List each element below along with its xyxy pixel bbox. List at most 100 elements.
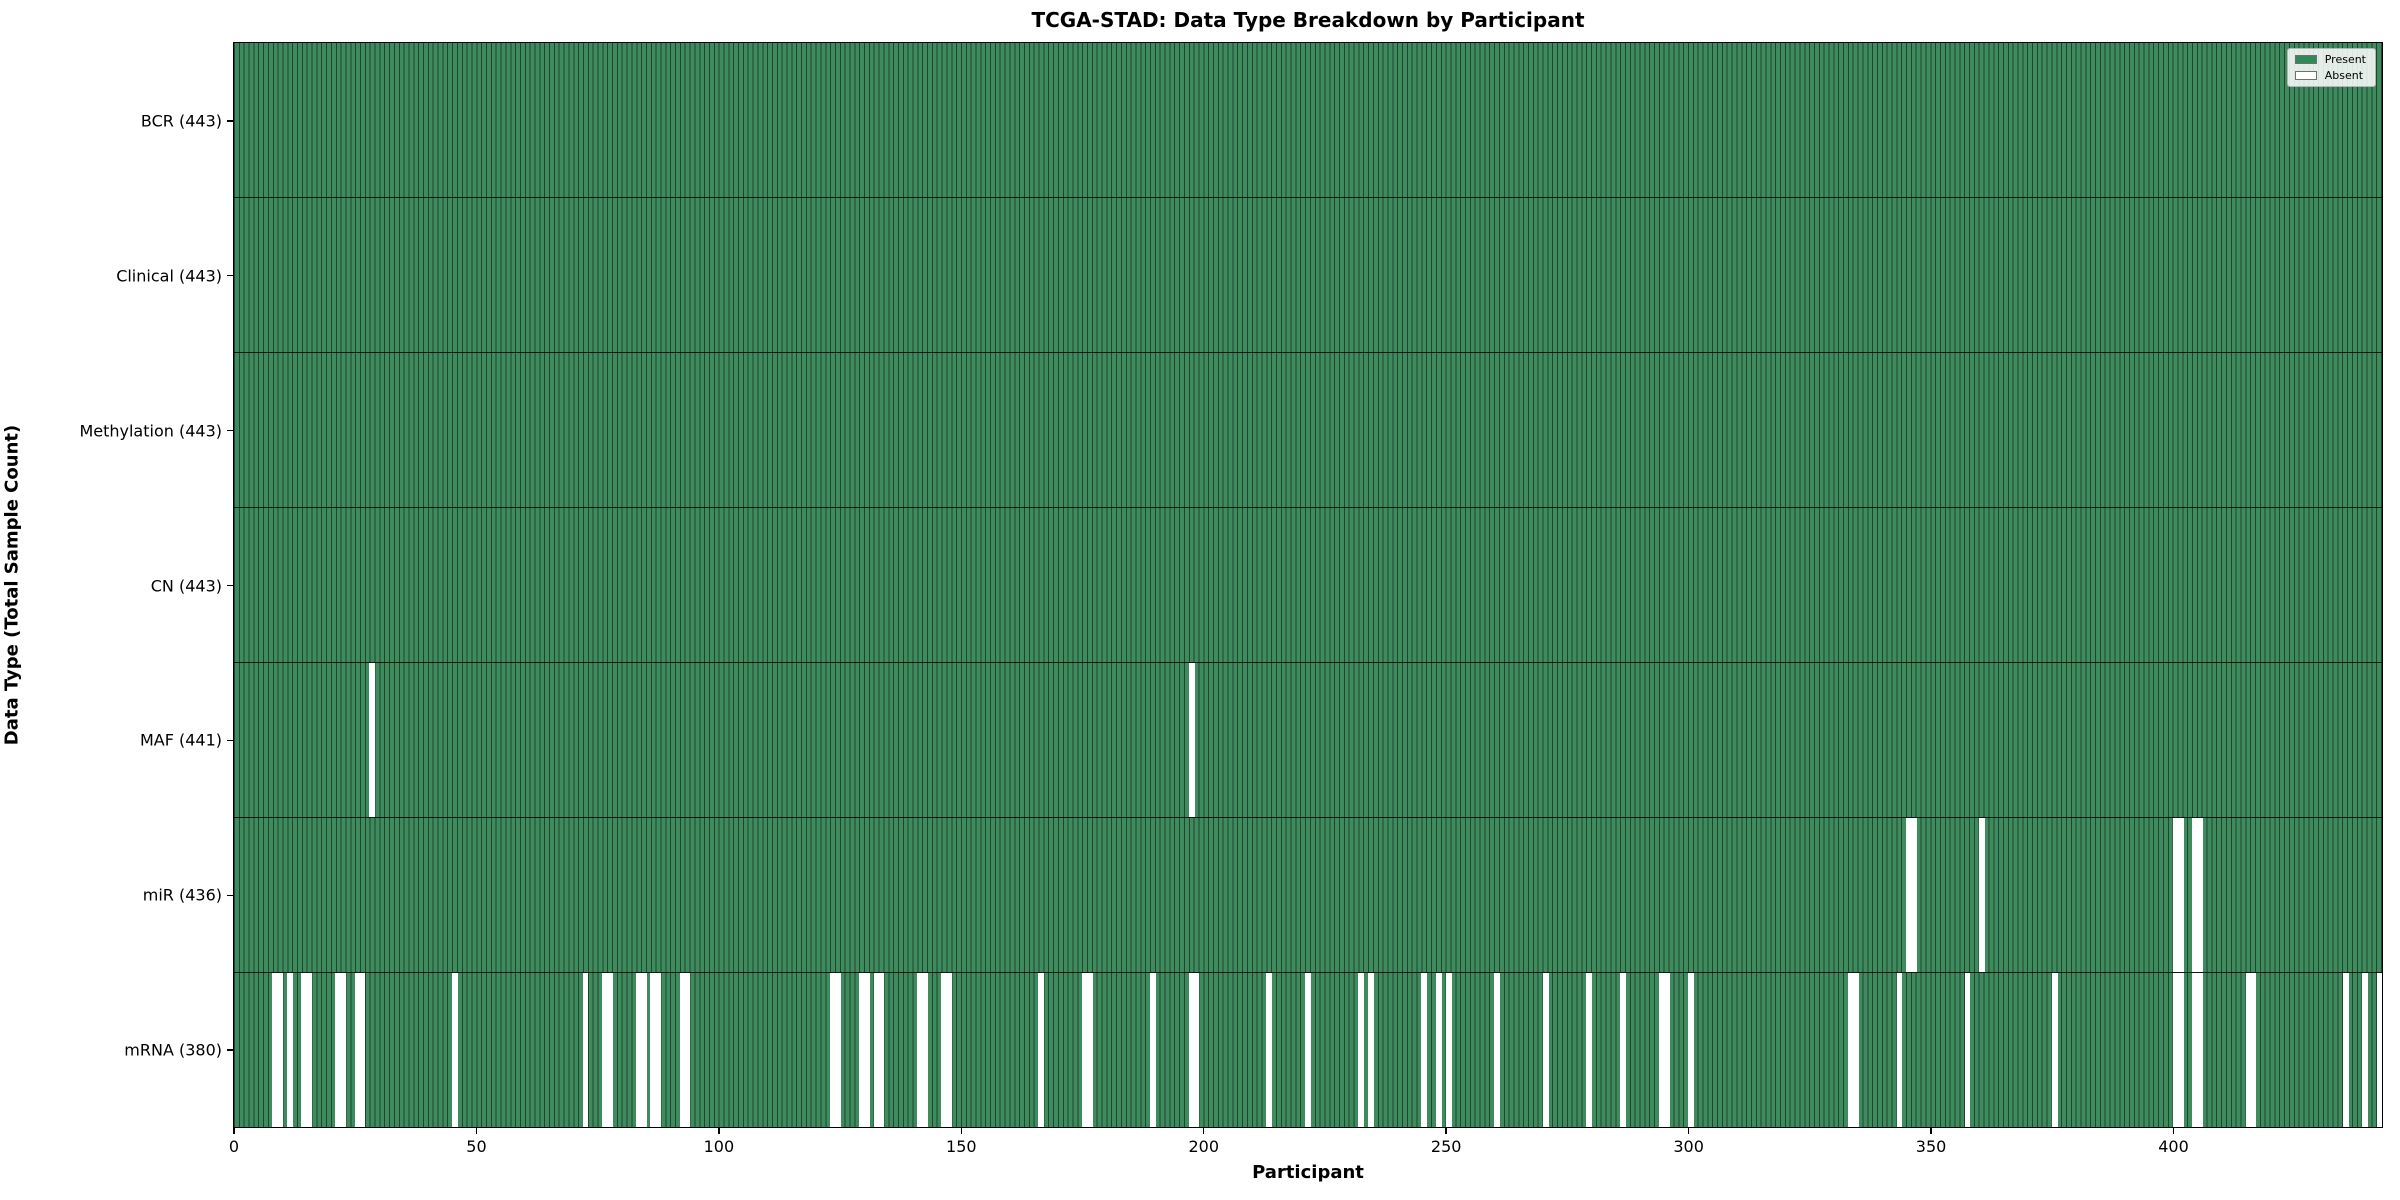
absent-cell xyxy=(335,973,342,1127)
absent-cell xyxy=(451,973,458,1127)
absent-cell xyxy=(1663,973,1670,1127)
absent-cell xyxy=(1305,973,1311,1127)
x-tick-label-400: 400 xyxy=(2158,1137,2189,1156)
absent-cell xyxy=(941,973,948,1127)
absent-cell xyxy=(946,973,953,1127)
x-tick-mark xyxy=(1203,1128,1205,1134)
absent-cell xyxy=(359,973,366,1127)
legend: Present Absent xyxy=(2286,48,2376,87)
absent-cell xyxy=(655,973,662,1127)
legend-label: Absent xyxy=(2324,69,2364,82)
heatmap-plot-area: Present Absent xyxy=(233,42,2383,1128)
legend-entry-present: Present xyxy=(2294,53,2366,66)
absent-cell xyxy=(582,973,589,1127)
absent-cell xyxy=(1188,973,1195,1127)
absent-cell xyxy=(1586,973,1593,1127)
x-tick-mark xyxy=(718,1128,720,1134)
x-tick-label-350: 350 xyxy=(1915,1137,1947,1156)
y-tick-mark xyxy=(227,894,233,896)
x-tick-mark xyxy=(960,1128,962,1134)
y-tick-label-mir: miR (436) xyxy=(142,885,222,905)
legend-entry-absent: Absent xyxy=(2294,69,2366,82)
heatmap-row-methylation xyxy=(234,353,2382,508)
absent-cell xyxy=(277,973,283,1127)
absent-cell xyxy=(2250,973,2257,1127)
absent-cell xyxy=(679,973,686,1127)
absent-cell xyxy=(635,973,642,1127)
absent-cell xyxy=(1082,973,1088,1127)
legend-label: Present xyxy=(2324,53,2366,66)
absent-cell xyxy=(917,973,924,1127)
absent-cell xyxy=(606,973,613,1127)
heatmap-row-maf xyxy=(234,663,2382,818)
absent-cell xyxy=(1688,973,1694,1127)
y-tick-mark xyxy=(227,739,233,742)
heatmap-row-mrna xyxy=(234,973,2382,1127)
absent-cell xyxy=(306,973,313,1127)
heatmap-row-cn xyxy=(234,508,2382,663)
absent-cell xyxy=(640,973,647,1127)
absent-cell xyxy=(2197,818,2204,972)
heatmap-row-clinical xyxy=(234,198,2382,353)
x-tick-label-150: 150 xyxy=(946,1137,977,1156)
absent-cell xyxy=(1086,973,1093,1127)
absent-cell xyxy=(834,973,841,1127)
absent-cell xyxy=(1906,818,1913,972)
absent-cell xyxy=(1193,973,1200,1127)
y-tick-label-cn: CN (443) xyxy=(150,576,222,595)
absent-cell xyxy=(1266,973,1273,1127)
y-axis: BCR (443) Clinical (443) Methylation (443)… xyxy=(0,44,233,1127)
absent-cell xyxy=(1421,973,1428,1127)
legend-swatch-present xyxy=(2294,55,2317,64)
absent-cell xyxy=(2173,973,2179,1127)
absent-cell xyxy=(878,973,885,1127)
x-tick-label-0: 0 xyxy=(228,1137,240,1156)
absent-cell xyxy=(650,973,657,1127)
absent-cell xyxy=(1852,973,1859,1127)
absent-cell xyxy=(272,973,279,1127)
y-tick-label-mrna: mRNA (380) xyxy=(124,1040,222,1060)
y-tick-mark xyxy=(227,120,233,122)
absent-cell xyxy=(369,663,376,817)
absent-cell xyxy=(301,973,308,1127)
x-tick-mark xyxy=(475,1128,478,1134)
absent-cell xyxy=(340,973,347,1127)
absent-cell xyxy=(2362,973,2368,1127)
y-tick-mark xyxy=(227,275,233,277)
absent-cell xyxy=(2245,973,2252,1127)
absent-cell xyxy=(1911,818,1917,972)
absent-cell xyxy=(1494,973,1501,1127)
x-tick-mark xyxy=(2172,1128,2175,1134)
absent-cell xyxy=(684,973,691,1127)
absent-cell xyxy=(2173,818,2179,972)
heatmap-row-mir xyxy=(234,818,2382,973)
x-tick-mark xyxy=(233,1128,235,1134)
x-axis: 0 50 100 150 200 250 300 350 400 xyxy=(229,1128,2381,1168)
absent-cell xyxy=(2342,973,2349,1127)
heatmap-row-bcr xyxy=(234,43,2382,198)
x-tick-label-200: 200 xyxy=(1188,1137,1220,1156)
absent-cell xyxy=(1542,973,1549,1127)
x-axis-title: Participant xyxy=(1252,1162,1364,1183)
x-tick-label-250: 250 xyxy=(1430,1137,1462,1156)
x-tick-label-50: 50 xyxy=(466,1137,487,1156)
absent-cell xyxy=(2177,818,2184,972)
absent-cell xyxy=(1038,973,1045,1127)
y-tick-label-maf: MAF (441) xyxy=(139,730,222,750)
absent-cell xyxy=(1659,973,1665,1127)
absent-cell xyxy=(1358,973,1365,1127)
absent-cell xyxy=(602,973,608,1127)
absent-cell xyxy=(1620,973,1627,1127)
y-axis-title: Data Type (Total Sample Count) xyxy=(1,424,23,746)
absent-cell xyxy=(1964,973,1971,1127)
y-tick-mark xyxy=(227,429,233,432)
absent-cell xyxy=(1848,973,1854,1127)
absent-cell xyxy=(1188,663,1195,817)
absent-cell xyxy=(873,973,880,1127)
y-tick-label-bcr: BCR (443) xyxy=(140,111,222,131)
x-tick-mark xyxy=(1687,1128,1690,1134)
absent-cell xyxy=(2192,973,2199,1127)
y-tick-label-clinical: Clinical (443) xyxy=(116,266,222,286)
absent-cell xyxy=(922,973,928,1127)
absent-cell xyxy=(354,973,361,1127)
